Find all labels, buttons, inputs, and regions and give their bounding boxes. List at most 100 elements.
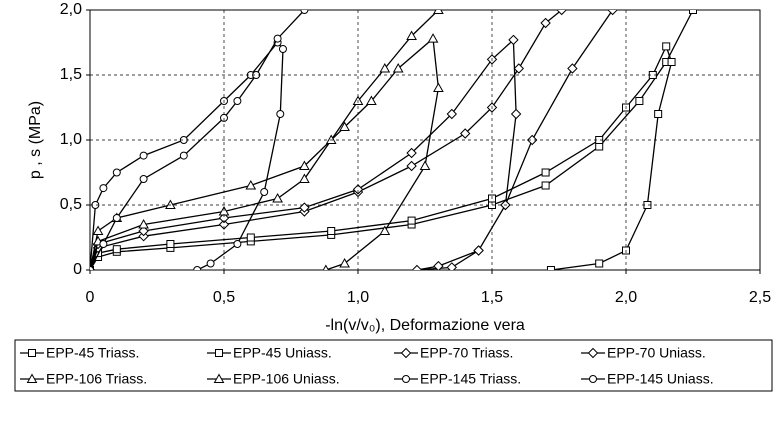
legend-label: EPP-45 Triass.: [46, 345, 139, 361]
marker: [446, 262, 458, 270]
marker: [508, 34, 519, 46]
y-tick-label: 1,5: [60, 66, 82, 83]
marker: [587, 347, 599, 359]
marker: [352, 184, 364, 195]
legend-box: [14, 339, 773, 392]
marker: [419, 160, 431, 170]
marker: [406, 160, 417, 172]
marker: [427, 33, 439, 43]
x-tick-label: 0,5: [213, 289, 235, 306]
y-tick-label: 0: [73, 261, 82, 278]
marker: [322, 264, 329, 270]
marker: [213, 373, 225, 383]
marker: [510, 108, 522, 120]
marker: [446, 108, 458, 120]
x-tick-label: 2,0: [615, 289, 637, 306]
marker: [193, 266, 202, 270]
marker: [99, 184, 108, 193]
marker: [273, 34, 282, 43]
marker: [411, 264, 423, 270]
y-tick-label: 0,5: [60, 196, 82, 213]
marker: [139, 151, 148, 160]
marker: [276, 110, 285, 118]
x-tick-label: 2,5: [749, 289, 771, 306]
marker: [327, 227, 336, 235]
marker: [26, 373, 38, 383]
marker: [589, 375, 597, 383]
y-tick-label: 2,0: [60, 1, 82, 18]
marker: [139, 175, 148, 183]
marker: [541, 181, 550, 190]
marker: [278, 45, 287, 53]
legend-label: EPP-45 Uniass.: [233, 345, 332, 361]
x-tick-label: 1,5: [481, 289, 503, 306]
marker: [272, 192, 283, 203]
marker: [112, 168, 121, 177]
marker: [513, 63, 525, 74]
marker: [402, 375, 410, 383]
x-tick-label: 1,0: [347, 289, 369, 306]
marker: [595, 142, 604, 151]
marker: [459, 128, 471, 139]
marker: [299, 173, 310, 183]
marker: [233, 97, 242, 105]
marker: [300, 10, 309, 14]
marker: [339, 121, 350, 131]
marker: [99, 240, 108, 248]
legend: EPP-45 Triass. EPP-45 Uniass. EPP-70 Trias…: [20, 345, 714, 387]
marker: [541, 168, 550, 177]
marker: [433, 260, 444, 270]
marker: [90, 266, 94, 270]
marker: [260, 188, 269, 196]
marker: [233, 240, 242, 248]
marker: [339, 257, 350, 268]
marker: [112, 214, 121, 222]
marker: [206, 259, 215, 268]
series-line: [90, 10, 305, 270]
marker: [567, 63, 578, 74]
marker: [654, 110, 663, 118]
marker: [433, 10, 444, 14]
marker: [299, 160, 310, 170]
legend-label: EPP-70 Triass.: [420, 345, 513, 361]
marker: [406, 147, 417, 159]
marker: [635, 97, 644, 105]
marker: [689, 10, 697, 14]
marker: [366, 95, 377, 105]
legend-label: EPP-70 Uniass.: [607, 345, 706, 361]
y-tick-label: 1,0: [60, 131, 82, 148]
legend-label: EPP-145 Triass.: [420, 371, 521, 387]
marker: [406, 30, 417, 40]
marker: [667, 58, 676, 66]
marker: [607, 10, 618, 16]
marker: [138, 225, 149, 237]
marker: [433, 82, 444, 92]
marker: [245, 179, 257, 190]
marker: [662, 42, 671, 51]
legend-label: EPP-106 Uniass.: [233, 371, 340, 387]
marker: [28, 349, 36, 357]
series-line: [90, 10, 563, 270]
marker: [179, 151, 188, 160]
marker: [473, 245, 484, 256]
marker: [540, 17, 551, 29]
legend-label: EPP-106 Triass.: [46, 371, 147, 387]
marker: [112, 245, 121, 254]
marker: [526, 134, 538, 146]
x-tick-label: 0: [86, 289, 95, 306]
marker: [379, 62, 391, 73]
marker: [165, 199, 176, 209]
marker: [546, 266, 555, 270]
marker: [407, 216, 416, 225]
marker: [246, 233, 255, 242]
marker: [92, 225, 104, 235]
marker: [166, 240, 175, 248]
y-axis-label: p , s (MPa): [27, 101, 44, 179]
marker: [595, 259, 604, 268]
marker: [299, 202, 310, 213]
marker: [379, 225, 391, 235]
x-axis-label: -ln(v/v₀), Deformazione vera: [325, 317, 525, 334]
marker: [325, 134, 337, 144]
marker: [392, 62, 404, 73]
